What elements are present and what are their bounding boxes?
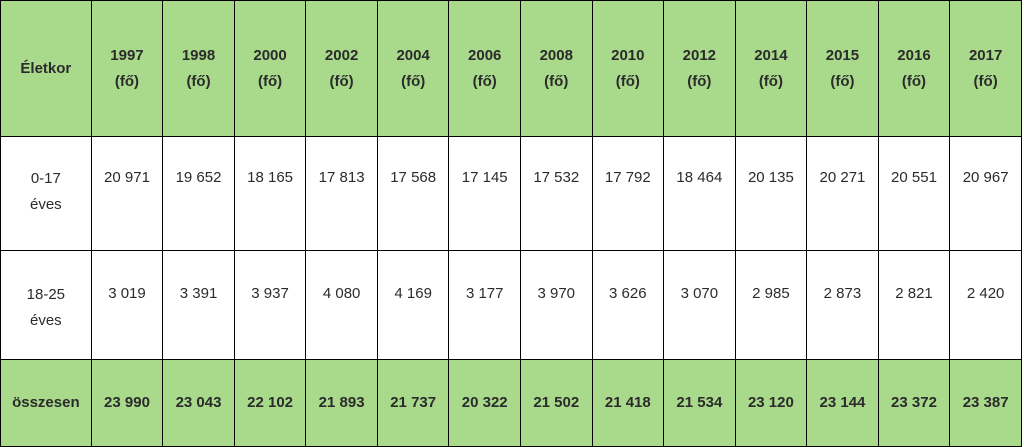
- unit-label: (fő): [830, 72, 855, 90]
- row-label-line: éves: [30, 312, 62, 329]
- unit-label: (fő): [401, 72, 426, 90]
- year-label: 2008: [539, 46, 573, 64]
- row-label: 0-17 éves: [0, 136, 92, 251]
- unit-label: (fő): [544, 72, 569, 90]
- table-row: 0-17 éves 20 971 19 652 18 165 17 813 17 568 17…: [0, 136, 1022, 251]
- total-cell: 22 102: [233, 359, 307, 447]
- table-cell: 20 271: [806, 136, 879, 251]
- table-cell: 17 568: [376, 136, 450, 251]
- table-cell: 20 971: [90, 136, 164, 251]
- unit-label: (fő): [758, 72, 783, 90]
- total-row: összesen 23 990 23 043 22 102 21 893 21 737 20…: [0, 359, 1022, 447]
- year-column-header: 2002 (fő): [305, 0, 378, 137]
- year-column-header: 1997 (fő): [90, 0, 164, 137]
- year-label: 2014: [754, 46, 788, 64]
- year-label: 2012: [682, 46, 717, 64]
- unit-label: (fő): [186, 72, 211, 90]
- year-label: 2016: [897, 46, 931, 64]
- unit-label: (fő): [973, 72, 998, 90]
- year-label: 2004: [396, 46, 430, 64]
- total-cell: 23 990: [90, 359, 164, 447]
- year-column-header: 2010 (fő): [591, 0, 665, 137]
- table-cell: 18 464: [663, 136, 736, 251]
- year-label: 2010: [611, 46, 645, 64]
- table-row: 18-25 éves 3 019 3 391 3 937 4 080 4 169 3 177 3…: [0, 250, 1022, 360]
- total-cell: 23 144: [806, 359, 879, 447]
- unit-label: (fő): [901, 72, 927, 90]
- total-cell: 21 502: [519, 359, 593, 447]
- table-cell: 3 070: [663, 250, 736, 360]
- year-label: 1997: [110, 46, 144, 64]
- year-label: 2002: [324, 46, 359, 64]
- total-cell: 21 418: [591, 359, 665, 447]
- table-cell: 4 080: [305, 250, 378, 360]
- year-label: 2015: [825, 46, 860, 64]
- unit-label: (fő): [257, 72, 283, 90]
- table-cell: 3 177: [448, 250, 521, 360]
- year-label: 2000: [253, 46, 287, 64]
- year-label: 1998: [181, 46, 216, 64]
- year-column-header: 2014 (fő): [734, 0, 808, 137]
- table-cell: 3 626: [591, 250, 665, 360]
- total-cell: 23 120: [734, 359, 808, 447]
- table-cell: 3 970: [519, 250, 593, 360]
- unit-label: (fő): [114, 72, 140, 90]
- total-label: összesen: [0, 359, 92, 447]
- table-cell: 3 391: [162, 250, 235, 360]
- total-cell: 21 737: [376, 359, 450, 447]
- total-cell: 23 043: [162, 359, 235, 447]
- row-label-line: éves: [30, 196, 62, 213]
- total-cell: 23 372: [877, 359, 951, 447]
- year-label: 2006: [468, 46, 502, 64]
- total-cell: 20 322: [448, 359, 521, 447]
- year-column-header: 2006 (fő): [448, 0, 521, 137]
- table-cell: 18 165: [233, 136, 307, 251]
- year-column-header: 2004 (fő): [376, 0, 450, 137]
- table-cell: 2 873: [806, 250, 879, 360]
- year-column-header: 2015 (fő): [806, 0, 879, 137]
- table-cell: 17 532: [519, 136, 593, 251]
- table-cell: 4 169: [376, 250, 450, 360]
- unit-label: (fő): [329, 72, 354, 90]
- table-cell: 17 813: [305, 136, 378, 251]
- total-cell: 21 893: [305, 359, 378, 447]
- unit-label: (fő): [687, 72, 712, 90]
- header-row: Életkor 1997 (fő) 1998 (fő) 2000 (fő) 2002 (fő)…: [0, 0, 1022, 137]
- unit-label: (fő): [472, 72, 497, 90]
- table-cell: 17 792: [591, 136, 665, 251]
- year-label: 2017: [968, 46, 1003, 64]
- table-cell: 20 551: [877, 136, 951, 251]
- table-cell: 20 967: [949, 136, 1022, 251]
- table-cell: 3 019: [90, 250, 164, 360]
- year-column-header: 2012 (fő): [663, 0, 736, 137]
- year-column-header: 2017 (fő): [949, 0, 1022, 137]
- year-column-header: 2016 (fő): [877, 0, 951, 137]
- year-column-header: 2008 (fő): [519, 0, 593, 137]
- unit-label: (fő): [615, 72, 640, 90]
- year-column-header: 1998 (fő): [162, 0, 235, 137]
- age-column-header: Életkor: [0, 0, 92, 137]
- table-cell: 20 135: [734, 136, 808, 251]
- total-cell: 23 387: [949, 359, 1022, 447]
- table-cell: 17 145: [448, 136, 521, 251]
- total-cell: 21 534: [663, 359, 736, 447]
- table-cell: 19 652: [162, 136, 235, 251]
- row-label-line: 18-25: [26, 286, 66, 303]
- table-cell: 3 937: [233, 250, 307, 360]
- table-cell: 2 821: [877, 250, 951, 360]
- table-cell: 2 985: [734, 250, 808, 360]
- table-cell: 2 420: [949, 250, 1022, 360]
- year-column-header: 2000 (fő): [233, 0, 307, 137]
- row-label-line: 0-17: [30, 170, 61, 187]
- row-label: 18-25 éves: [0, 250, 92, 360]
